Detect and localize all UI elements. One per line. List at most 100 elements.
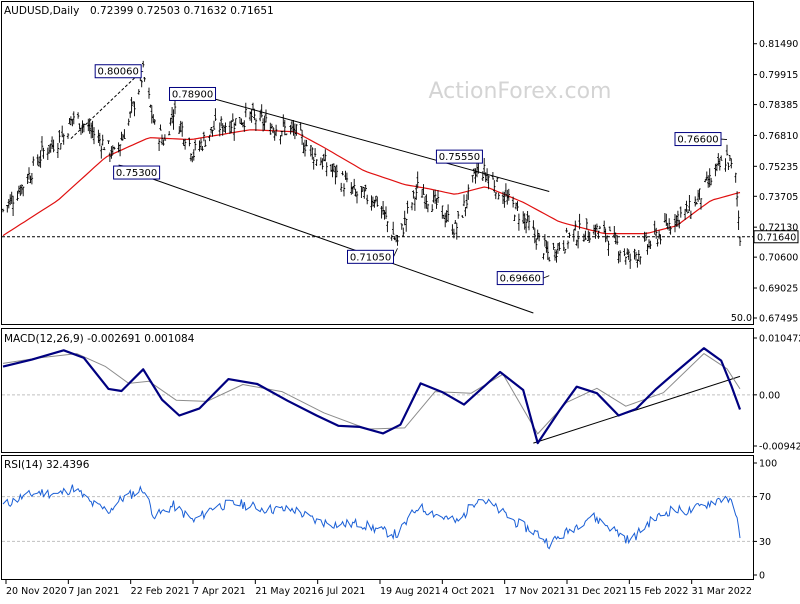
price-bar	[361, 186, 364, 192]
annotation-label: 0.80060	[97, 67, 138, 78]
price-bar	[172, 109, 175, 130]
price-bar	[511, 196, 515, 208]
price-bar	[552, 242, 555, 250]
price-annotations: 0.80060 0.78900 0.75300 0.75550 0.71050 0.696…	[94, 64, 728, 286]
price-bar	[274, 124, 278, 137]
price-bar	[718, 158, 721, 171]
price-bar	[614, 232, 617, 245]
price-bar	[649, 240, 652, 249]
annotation-leader	[543, 275, 550, 279]
price-bar	[384, 206, 388, 219]
price-bar	[315, 159, 318, 166]
price-bar	[441, 205, 444, 219]
price-bar	[30, 173, 34, 185]
price-bar	[616, 235, 619, 245]
price-bar	[40, 136, 44, 152]
price-bar	[1, 208, 5, 213]
price-bar	[392, 221, 395, 235]
rsi-line	[2, 484, 741, 550]
price-bar	[123, 129, 126, 139]
price-bar	[202, 131, 206, 142]
price-bar	[208, 134, 211, 142]
price-bar	[655, 227, 658, 239]
annotation-label: 0.69660	[500, 274, 541, 285]
price-bar	[341, 171, 344, 176]
xtick-label: 4 Oct 2021	[442, 586, 495, 597]
price-bar	[497, 192, 500, 200]
price-bar	[390, 234, 393, 241]
annotation-box	[435, 149, 483, 164]
price-bar	[717, 153, 720, 166]
price-bar	[656, 238, 659, 247]
price-bar	[244, 102, 247, 118]
price-bar	[406, 200, 409, 214]
annotation-label: 0.76600	[677, 135, 718, 146]
price-bar	[734, 172, 737, 183]
price-ytick-label: 0.70600	[759, 253, 798, 264]
price-bar	[548, 256, 551, 262]
price-bar	[679, 206, 682, 218]
price-bar	[517, 213, 521, 231]
price-bar	[514, 202, 518, 210]
ma-line	[2, 129, 741, 237]
price-bar	[373, 199, 376, 208]
ohlc-header: 0.72399 0.72503 0.71632 0.71651	[90, 5, 274, 17]
price-bar	[553, 249, 557, 261]
price-bar	[108, 152, 112, 162]
price-bar	[209, 127, 213, 134]
price-bar	[562, 240, 565, 251]
price-bar	[708, 168, 711, 188]
price-bar	[61, 125, 64, 138]
price-panel-title: AUDUSD,Daily	[4, 5, 79, 17]
price-bar	[735, 191, 739, 207]
xtick-label: 19 Aug 2021	[380, 586, 441, 597]
price-bar	[269, 122, 272, 135]
annotation-box	[496, 271, 544, 286]
price-bar	[402, 227, 405, 237]
price-bar	[204, 139, 207, 147]
price-bar	[189, 153, 193, 162]
price-bar	[19, 184, 22, 196]
price-bar	[467, 184, 470, 200]
rsi-series	[2, 484, 741, 550]
price-bar	[52, 139, 55, 153]
price-bar	[523, 213, 526, 230]
price-bar	[410, 202, 414, 211]
price-bar	[188, 137, 191, 147]
price-bar	[374, 195, 377, 203]
price-bar	[400, 223, 403, 230]
price-bar	[563, 248, 567, 254]
price-bar	[487, 175, 490, 190]
price-bar	[543, 234, 547, 247]
corner-text: 50.0	[731, 313, 752, 324]
price-bar	[340, 182, 343, 192]
annotation-box	[347, 249, 395, 264]
price-bar	[558, 242, 561, 251]
price-bar	[173, 99, 177, 115]
price-bar	[234, 118, 237, 126]
price-bar	[483, 158, 486, 175]
xtick-label: 31 Dec 2021	[567, 586, 628, 597]
macd-ytick-label: 0.00	[759, 390, 780, 401]
price-bar	[26, 173, 29, 184]
price-bar	[452, 228, 456, 239]
price-bar	[653, 220, 656, 235]
price-bar	[313, 148, 317, 157]
price-bar	[566, 240, 570, 249]
price-bar	[272, 127, 275, 134]
price-bar	[565, 227, 568, 233]
price-bar	[585, 218, 588, 230]
price-bar	[280, 130, 284, 137]
price-bar	[220, 116, 223, 127]
price-bar	[159, 124, 162, 131]
price-bar	[129, 111, 132, 118]
price-bar	[709, 177, 713, 186]
price-bar	[689, 210, 693, 219]
price-bar	[332, 163, 336, 173]
price-bar	[695, 201, 698, 205]
price-bar	[250, 109, 253, 123]
macd-signal-line	[2, 353, 741, 435]
price-bar	[214, 108, 217, 121]
watermark: ActionForex.com	[429, 79, 612, 104]
